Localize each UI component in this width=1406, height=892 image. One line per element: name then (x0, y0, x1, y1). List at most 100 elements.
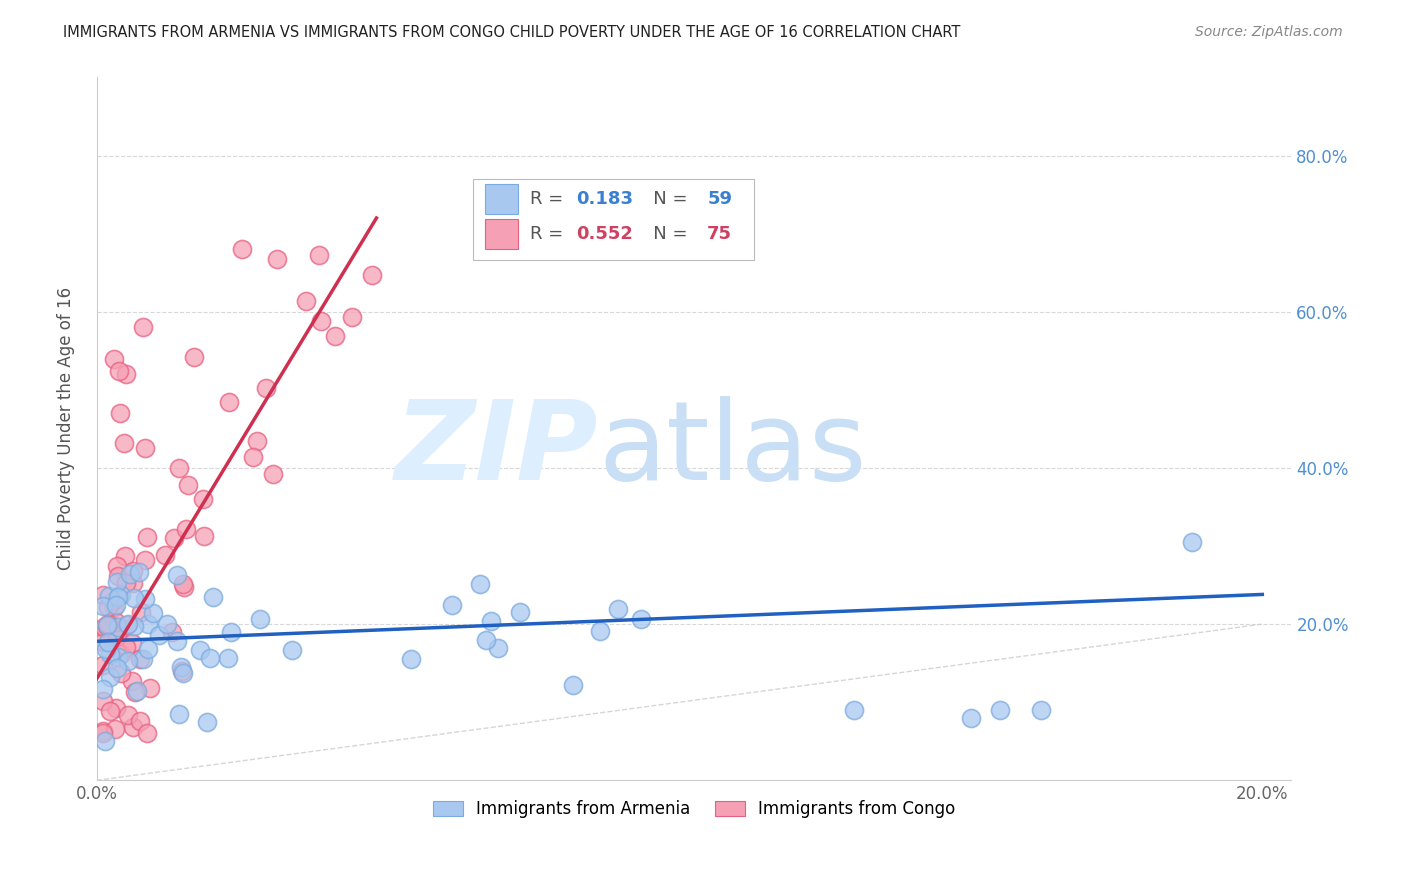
Point (98, 704, 121, 718)
Point (103, 600, 125, 615)
Text: 0.552: 0.552 (576, 225, 633, 244)
Point (98, 670, 121, 684)
Point (107, 569, 129, 583)
Point (198, 651, 221, 665)
Point (121, 719, 143, 733)
Point (340, 310, 363, 325)
Point (97, 599, 120, 614)
Point (124, 618, 146, 632)
Point (110, 648, 132, 662)
Point (988, 703, 1011, 717)
Point (107, 619, 129, 633)
Point (108, 364, 131, 378)
Point (91, 726, 114, 740)
Point (607, 602, 630, 616)
Point (486, 640, 509, 655)
Point (115, 575, 138, 590)
Point (91, 658, 114, 673)
Text: R =: R = (530, 190, 569, 208)
Point (156, 617, 179, 632)
Point (166, 634, 188, 648)
Text: R =: R = (530, 225, 569, 244)
Point (266, 252, 288, 267)
Point (173, 580, 195, 594)
Point (129, 605, 152, 619)
Point (188, 643, 211, 657)
Point (245, 434, 267, 448)
FancyBboxPatch shape (472, 179, 754, 260)
Point (509, 605, 531, 619)
Point (97, 617, 120, 632)
Point (124, 685, 146, 699)
Point (117, 708, 139, 723)
Point (112, 436, 135, 450)
Point (91, 635, 114, 649)
Point (105, 629, 128, 643)
Point (195, 715, 218, 730)
Point (122, 564, 145, 578)
Point (844, 703, 866, 717)
Point (101, 632, 124, 646)
Point (202, 591, 225, 605)
Text: atlas: atlas (599, 396, 868, 503)
Point (104, 722, 127, 736)
Point (308, 248, 330, 262)
Point (218, 395, 240, 409)
Point (142, 606, 165, 620)
FancyBboxPatch shape (485, 185, 519, 214)
Point (118, 566, 141, 581)
Point (98, 647, 121, 661)
Point (132, 320, 155, 334)
Point (91, 588, 114, 602)
Point (98, 590, 121, 604)
Point (91, 724, 114, 739)
Point (262, 467, 284, 482)
Point (183, 350, 205, 364)
Point (475, 632, 498, 647)
Point (166, 567, 188, 582)
Point (217, 651, 239, 665)
FancyBboxPatch shape (485, 219, 519, 249)
Point (177, 477, 200, 491)
Point (128, 566, 150, 580)
Point (114, 549, 136, 563)
Point (135, 530, 157, 544)
Point (134, 592, 156, 607)
Point (129, 652, 152, 666)
Point (91, 693, 114, 707)
Point (231, 242, 253, 256)
Text: ZIP: ZIP (395, 396, 599, 503)
Point (98, 616, 121, 631)
Point (103, 594, 125, 608)
Point (323, 328, 346, 343)
Point (295, 294, 318, 309)
Point (117, 654, 139, 668)
Point (105, 559, 128, 574)
Point (281, 643, 304, 657)
Text: 59: 59 (707, 190, 733, 208)
Point (148, 628, 170, 642)
Point (1029, 703, 1052, 717)
Point (193, 529, 215, 543)
Point (361, 268, 384, 282)
Point (588, 624, 610, 639)
Point (136, 641, 159, 656)
Point (110, 665, 132, 680)
Point (170, 660, 193, 674)
Point (155, 548, 177, 562)
Point (479, 615, 502, 629)
Point (219, 625, 242, 640)
Text: IMMIGRANTS FROM ARMENIA VS IMMIGRANTS FROM CONGO CHILD POVERTY UNDER THE AGE OF : IMMIGRANTS FROM ARMENIA VS IMMIGRANTS FR… (63, 25, 960, 40)
Point (105, 575, 128, 590)
Point (630, 612, 652, 626)
Point (93, 620, 115, 634)
Point (115, 640, 138, 654)
Point (96, 619, 118, 633)
Point (121, 674, 143, 689)
Point (134, 553, 156, 567)
Point (139, 681, 162, 695)
Point (562, 678, 585, 692)
Point (104, 599, 127, 613)
Point (160, 624, 183, 639)
Point (960, 711, 983, 725)
